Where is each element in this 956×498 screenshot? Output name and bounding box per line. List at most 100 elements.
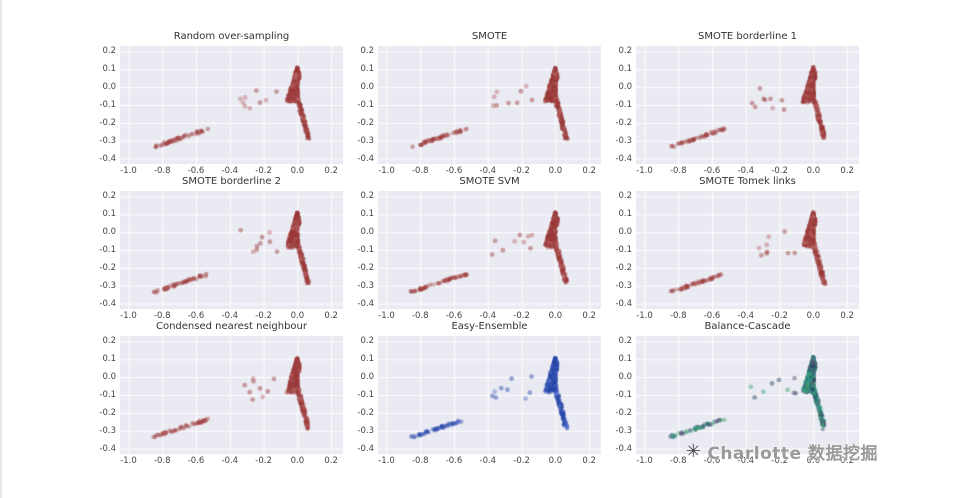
x-tick-label: 0.2 bbox=[840, 311, 854, 321]
x-tick-label: -0.8 bbox=[669, 456, 687, 466]
y-tick-label: -0.4 bbox=[357, 443, 374, 454]
figure-left-border bbox=[0, 0, 2, 498]
scatter-canvas bbox=[120, 191, 343, 309]
x-tick-label: 0.2 bbox=[582, 456, 596, 466]
x-tick-label: 0.0 bbox=[290, 166, 305, 176]
y-tick-label: 0.1 bbox=[102, 64, 116, 75]
x-tick-label: -0.6 bbox=[703, 456, 721, 466]
x-tick-label: -0.8 bbox=[411, 456, 429, 466]
y-tick-label: -0.1 bbox=[615, 390, 632, 400]
y-tick-label: -0.1 bbox=[99, 100, 116, 110]
x-tick-label: -0.6 bbox=[445, 456, 463, 466]
subplot-smote: SMOTE -1.0 -0.8 -0.6 -0.4 -0.2 0.0 0.2 0.2 0.1 0.0… bbox=[348, 30, 603, 180]
y-tick-label: -0.2 bbox=[99, 407, 116, 418]
y-tick-label: -0.1 bbox=[357, 100, 374, 110]
subplot-title: Easy-Ensemble bbox=[451, 321, 528, 332]
x-tick-label: -1.0 bbox=[636, 166, 653, 176]
x-tick-label: -0.4 bbox=[737, 456, 755, 466]
y-tick-label: 0.0 bbox=[102, 82, 116, 93]
x-tick-label: -0.4 bbox=[737, 311, 755, 321]
x-tick-label: -0.6 bbox=[187, 311, 205, 321]
y-tick-label: -0.2 bbox=[615, 117, 632, 128]
y-tick-label: -0.4 bbox=[99, 443, 116, 454]
x-tick-label: -0.2 bbox=[513, 456, 530, 466]
y-tick-label: -0.3 bbox=[615, 425, 632, 436]
scatter-canvas bbox=[120, 336, 343, 454]
y-tick-label: -0.2 bbox=[357, 262, 374, 273]
y-tick-label: 0.0 bbox=[360, 227, 374, 238]
y-tick-label: -0.2 bbox=[357, 407, 374, 418]
x-tick-label: -1.0 bbox=[378, 456, 395, 466]
y-tick-label: 0.1 bbox=[360, 354, 374, 365]
y-tick-label: -0.1 bbox=[357, 390, 374, 400]
scatter-canvas bbox=[636, 191, 859, 309]
x-tick-label: -1.0 bbox=[378, 166, 395, 176]
x-tick-label: 0.2 bbox=[324, 311, 338, 321]
y-tick-label: 0.0 bbox=[360, 82, 374, 93]
watermark: ✳ Charlotte 数据挖掘 bbox=[686, 439, 878, 464]
subplot-smote-svm: SMOTE SVM -1.0 -0.8 -0.6 -0.4 -0.2 0.0 0.2 0.2 0.… bbox=[348, 175, 603, 325]
y-tick-label: -0.4 bbox=[357, 298, 374, 309]
y-tick-label: -0.3 bbox=[99, 135, 116, 146]
y-tick-label: -0.4 bbox=[615, 443, 632, 454]
x-tick-label: -0.2 bbox=[771, 166, 788, 176]
y-tick-label: -0.3 bbox=[357, 425, 374, 436]
y-tick-label: -0.2 bbox=[99, 262, 116, 273]
scatter-canvas bbox=[378, 191, 601, 309]
x-tick-label: 0.0 bbox=[806, 311, 821, 321]
plot-area bbox=[120, 46, 343, 164]
scatter-canvas bbox=[378, 46, 601, 164]
x-tick-label: -0.2 bbox=[771, 311, 788, 321]
y-tick-label: 0.1 bbox=[360, 209, 374, 220]
y-tick-label: 0.0 bbox=[618, 82, 632, 93]
y-tick-label: -0.3 bbox=[99, 425, 116, 436]
plot-area bbox=[636, 46, 859, 164]
y-tick-label: 0.1 bbox=[618, 209, 632, 220]
x-tick-label: -0.8 bbox=[669, 311, 687, 321]
x-tick-label: 0.2 bbox=[582, 166, 596, 176]
y-tick-label: 0.2 bbox=[102, 336, 116, 347]
x-tick-label: -0.8 bbox=[153, 456, 171, 466]
y-tick-label: -0.2 bbox=[615, 262, 632, 273]
x-tick-label: 0.2 bbox=[840, 166, 854, 176]
y-tick-label: 0.1 bbox=[102, 354, 116, 365]
subplot-smote-tomek-links: SMOTE Tomek links -1.0 -0.8 -0.6 -0.4 -0.2 0.0… bbox=[606, 175, 861, 325]
y-tick-label: 0.2 bbox=[102, 46, 116, 57]
x-tick-label: -1.0 bbox=[120, 311, 137, 321]
x-tick-label: -1.0 bbox=[378, 311, 395, 321]
subplot-title: Balance-Cascade bbox=[704, 321, 791, 332]
y-tick-label: 0.2 bbox=[618, 46, 632, 57]
subplot-title: SMOTE borderline 1 bbox=[697, 31, 798, 42]
subplot-random-over-sampling: Random over-sampling -1.0 -0.8 -0.6 -0.4 -0.2… bbox=[90, 30, 345, 180]
subplot-title: SMOTE Tomek links bbox=[699, 176, 796, 187]
x-tick-label: -0.8 bbox=[411, 166, 429, 176]
x-tick-label: 0.2 bbox=[324, 166, 338, 176]
x-tick-label: 0.0 bbox=[548, 311, 563, 321]
subplot-title: Condensed nearest neighbour bbox=[155, 321, 307, 332]
x-tick-label: -0.4 bbox=[479, 456, 497, 466]
y-tick-label: 0.2 bbox=[360, 191, 374, 202]
plot-area bbox=[378, 191, 601, 309]
x-tick-label: 0.0 bbox=[548, 166, 563, 176]
scatter-canvas bbox=[378, 336, 601, 454]
y-tick-label: -0.3 bbox=[615, 135, 632, 146]
y-tick-label: -0.2 bbox=[357, 117, 374, 128]
x-tick-label: 0.0 bbox=[548, 456, 563, 466]
subplot-smote-borderline-1: SMOTE borderline 1 -1.0 -0.8 -0.6 -0.4 -0.2 0.… bbox=[606, 30, 861, 180]
subplot-easy-ensemble: Easy-Ensemble -1.0 -0.8 -0.6 -0.4 -0.2 0.0 0.2 0… bbox=[348, 320, 603, 470]
plot-area bbox=[636, 336, 859, 454]
y-tick-label: -0.2 bbox=[615, 407, 632, 418]
x-tick-label: -0.8 bbox=[411, 311, 429, 321]
subplot-title: SMOTE SVM bbox=[459, 176, 520, 187]
subplot-title: Random over-sampling bbox=[173, 31, 290, 42]
y-tick-label: -0.3 bbox=[99, 280, 116, 291]
y-tick-label: 0.0 bbox=[618, 372, 632, 383]
y-tick-label: -0.4 bbox=[357, 153, 374, 164]
subplot-condensed-nearest-neighbour: Condensed nearest neighbour -1.0 -0.8 -0.6 -… bbox=[90, 320, 345, 470]
watermark-logo-icon: ✳ bbox=[685, 441, 702, 462]
x-tick-label: 0.2 bbox=[840, 456, 854, 466]
x-tick-label: -0.4 bbox=[221, 311, 239, 321]
x-tick-label: -0.4 bbox=[221, 166, 239, 176]
x-tick-label: 0.0 bbox=[806, 456, 821, 466]
